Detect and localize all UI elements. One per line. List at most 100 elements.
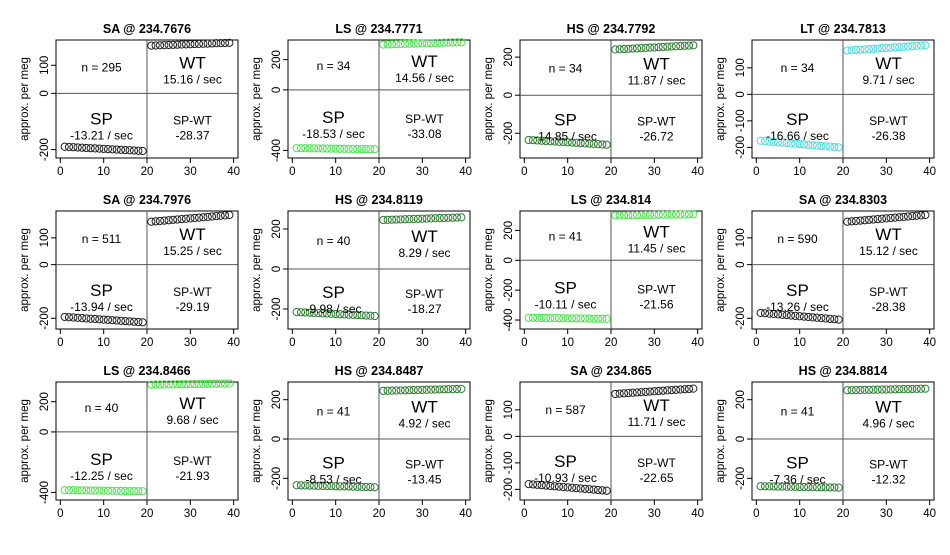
wt-point bbox=[851, 45, 861, 55]
diff-title-label: SP-WT bbox=[637, 115, 676, 129]
sp-point bbox=[121, 486, 130, 496]
wt-point bbox=[439, 385, 449, 394]
wt-point bbox=[392, 386, 401, 395]
wt-point bbox=[912, 384, 921, 393]
panel-title: HS @ 234.7792 bbox=[567, 22, 656, 36]
wt-point bbox=[851, 216, 861, 226]
y-tick-label: -200 bbox=[271, 297, 283, 320]
n-count-label: n = 41 bbox=[317, 405, 351, 419]
wt-point bbox=[667, 210, 676, 219]
wt-point bbox=[619, 44, 629, 54]
wt-point bbox=[921, 41, 930, 50]
sp-point bbox=[335, 482, 345, 491]
sp-point bbox=[125, 486, 134, 496]
panel-6: HS @ 234.8119 0 10 20 30 40 200 0 -200 approx. pe… bbox=[251, 193, 472, 349]
y-tick-label: 200 bbox=[271, 219, 283, 238]
sp-point bbox=[322, 309, 332, 318]
wt-point bbox=[422, 39, 431, 48]
wt-point bbox=[426, 39, 436, 48]
wt-point bbox=[624, 44, 633, 53]
wt-point bbox=[628, 211, 637, 220]
sp-point bbox=[765, 137, 774, 146]
wt-point bbox=[645, 210, 655, 220]
sp-point bbox=[366, 483, 375, 492]
wt-point bbox=[654, 386, 663, 396]
wt-point bbox=[186, 380, 195, 389]
wt-point bbox=[168, 215, 178, 224]
x-tick-label: 20 bbox=[837, 508, 850, 520]
wt-point bbox=[864, 215, 874, 224]
y-tick-label: 0 bbox=[735, 436, 747, 442]
wt-point bbox=[431, 38, 440, 48]
wt-point bbox=[164, 380, 173, 389]
sp-label: SP bbox=[554, 279, 577, 298]
wt-point bbox=[212, 39, 221, 48]
sp-point bbox=[69, 313, 78, 322]
wt-point bbox=[847, 46, 856, 55]
sp-point bbox=[103, 145, 113, 154]
wt-label: WT bbox=[875, 225, 901, 244]
sp-point bbox=[528, 313, 538, 322]
sp-point bbox=[585, 139, 594, 148]
sp-rate-label: -10.93 / sec bbox=[534, 471, 597, 485]
wt-point bbox=[847, 386, 856, 395]
wt-point bbox=[671, 42, 681, 51]
sp-point bbox=[567, 314, 577, 323]
sp-point bbox=[116, 316, 126, 325]
sp-point bbox=[95, 144, 104, 153]
sp-point bbox=[799, 140, 809, 149]
wt-label: WT bbox=[411, 52, 437, 71]
sp-point bbox=[576, 314, 585, 323]
panel-5: SA @ 234.7976 0 10 20 30 40 100 0 -200 approx. pe… bbox=[19, 193, 240, 349]
sp-point bbox=[77, 143, 87, 152]
wt-point bbox=[680, 210, 689, 219]
y-axis-label: approx. per meg bbox=[251, 228, 263, 312]
panel-7: LS @ 234.814 0 10 20 30 40 200 0 -200 -400 approx.… bbox=[483, 193, 704, 349]
sp-point bbox=[292, 481, 301, 490]
wt-point bbox=[379, 40, 388, 49]
y-tick-label: -100 bbox=[735, 109, 747, 132]
sp-point bbox=[559, 314, 568, 323]
sp-point bbox=[82, 143, 91, 153]
sp-point bbox=[108, 316, 117, 325]
wt-point bbox=[181, 214, 191, 223]
sp-point bbox=[318, 144, 327, 153]
y-tick-label: 0 bbox=[271, 436, 283, 442]
sp-point bbox=[112, 145, 121, 154]
panel-title: HS @ 234.8487 bbox=[335, 364, 424, 378]
diff-value-label: -18.27 bbox=[407, 302, 441, 316]
sp-point bbox=[546, 137, 555, 146]
n-count-label: n = 40 bbox=[85, 401, 119, 415]
wt-point bbox=[418, 385, 427, 394]
sp-point bbox=[82, 314, 91, 323]
sp-point bbox=[361, 145, 371, 154]
x-tick-label: 10 bbox=[793, 166, 806, 178]
wt-label: WT bbox=[875, 54, 901, 73]
wt-point bbox=[457, 38, 466, 47]
wt-point bbox=[379, 386, 388, 395]
sp-rate-label: -13.21 / sec bbox=[70, 129, 133, 143]
sp-label: SP bbox=[322, 454, 345, 473]
sp-point bbox=[598, 314, 607, 323]
wt-point bbox=[147, 41, 156, 50]
sp-point bbox=[576, 484, 585, 493]
wt-point bbox=[452, 384, 462, 394]
sp-point bbox=[60, 312, 69, 322]
diff-value-label: -26.38 bbox=[871, 129, 905, 143]
sp-point bbox=[533, 480, 542, 489]
x-tick-label: 30 bbox=[648, 337, 661, 349]
diff-title-label: SP-WT bbox=[173, 114, 212, 128]
sp-point bbox=[799, 312, 809, 321]
x-tick-label: 0 bbox=[57, 166, 63, 178]
sp-point bbox=[301, 308, 310, 317]
wt-rate-label: 11.45 / sec bbox=[628, 242, 686, 256]
x-tick-label: 10 bbox=[97, 337, 110, 349]
sp-point bbox=[134, 146, 143, 155]
sp-point bbox=[782, 311, 791, 320]
y-tick-label: 200 bbox=[271, 390, 283, 409]
sp-point bbox=[322, 481, 332, 491]
x-tick-label: 0 bbox=[289, 166, 295, 178]
y-tick-label: 0 bbox=[271, 87, 283, 93]
sp-point bbox=[589, 485, 598, 494]
